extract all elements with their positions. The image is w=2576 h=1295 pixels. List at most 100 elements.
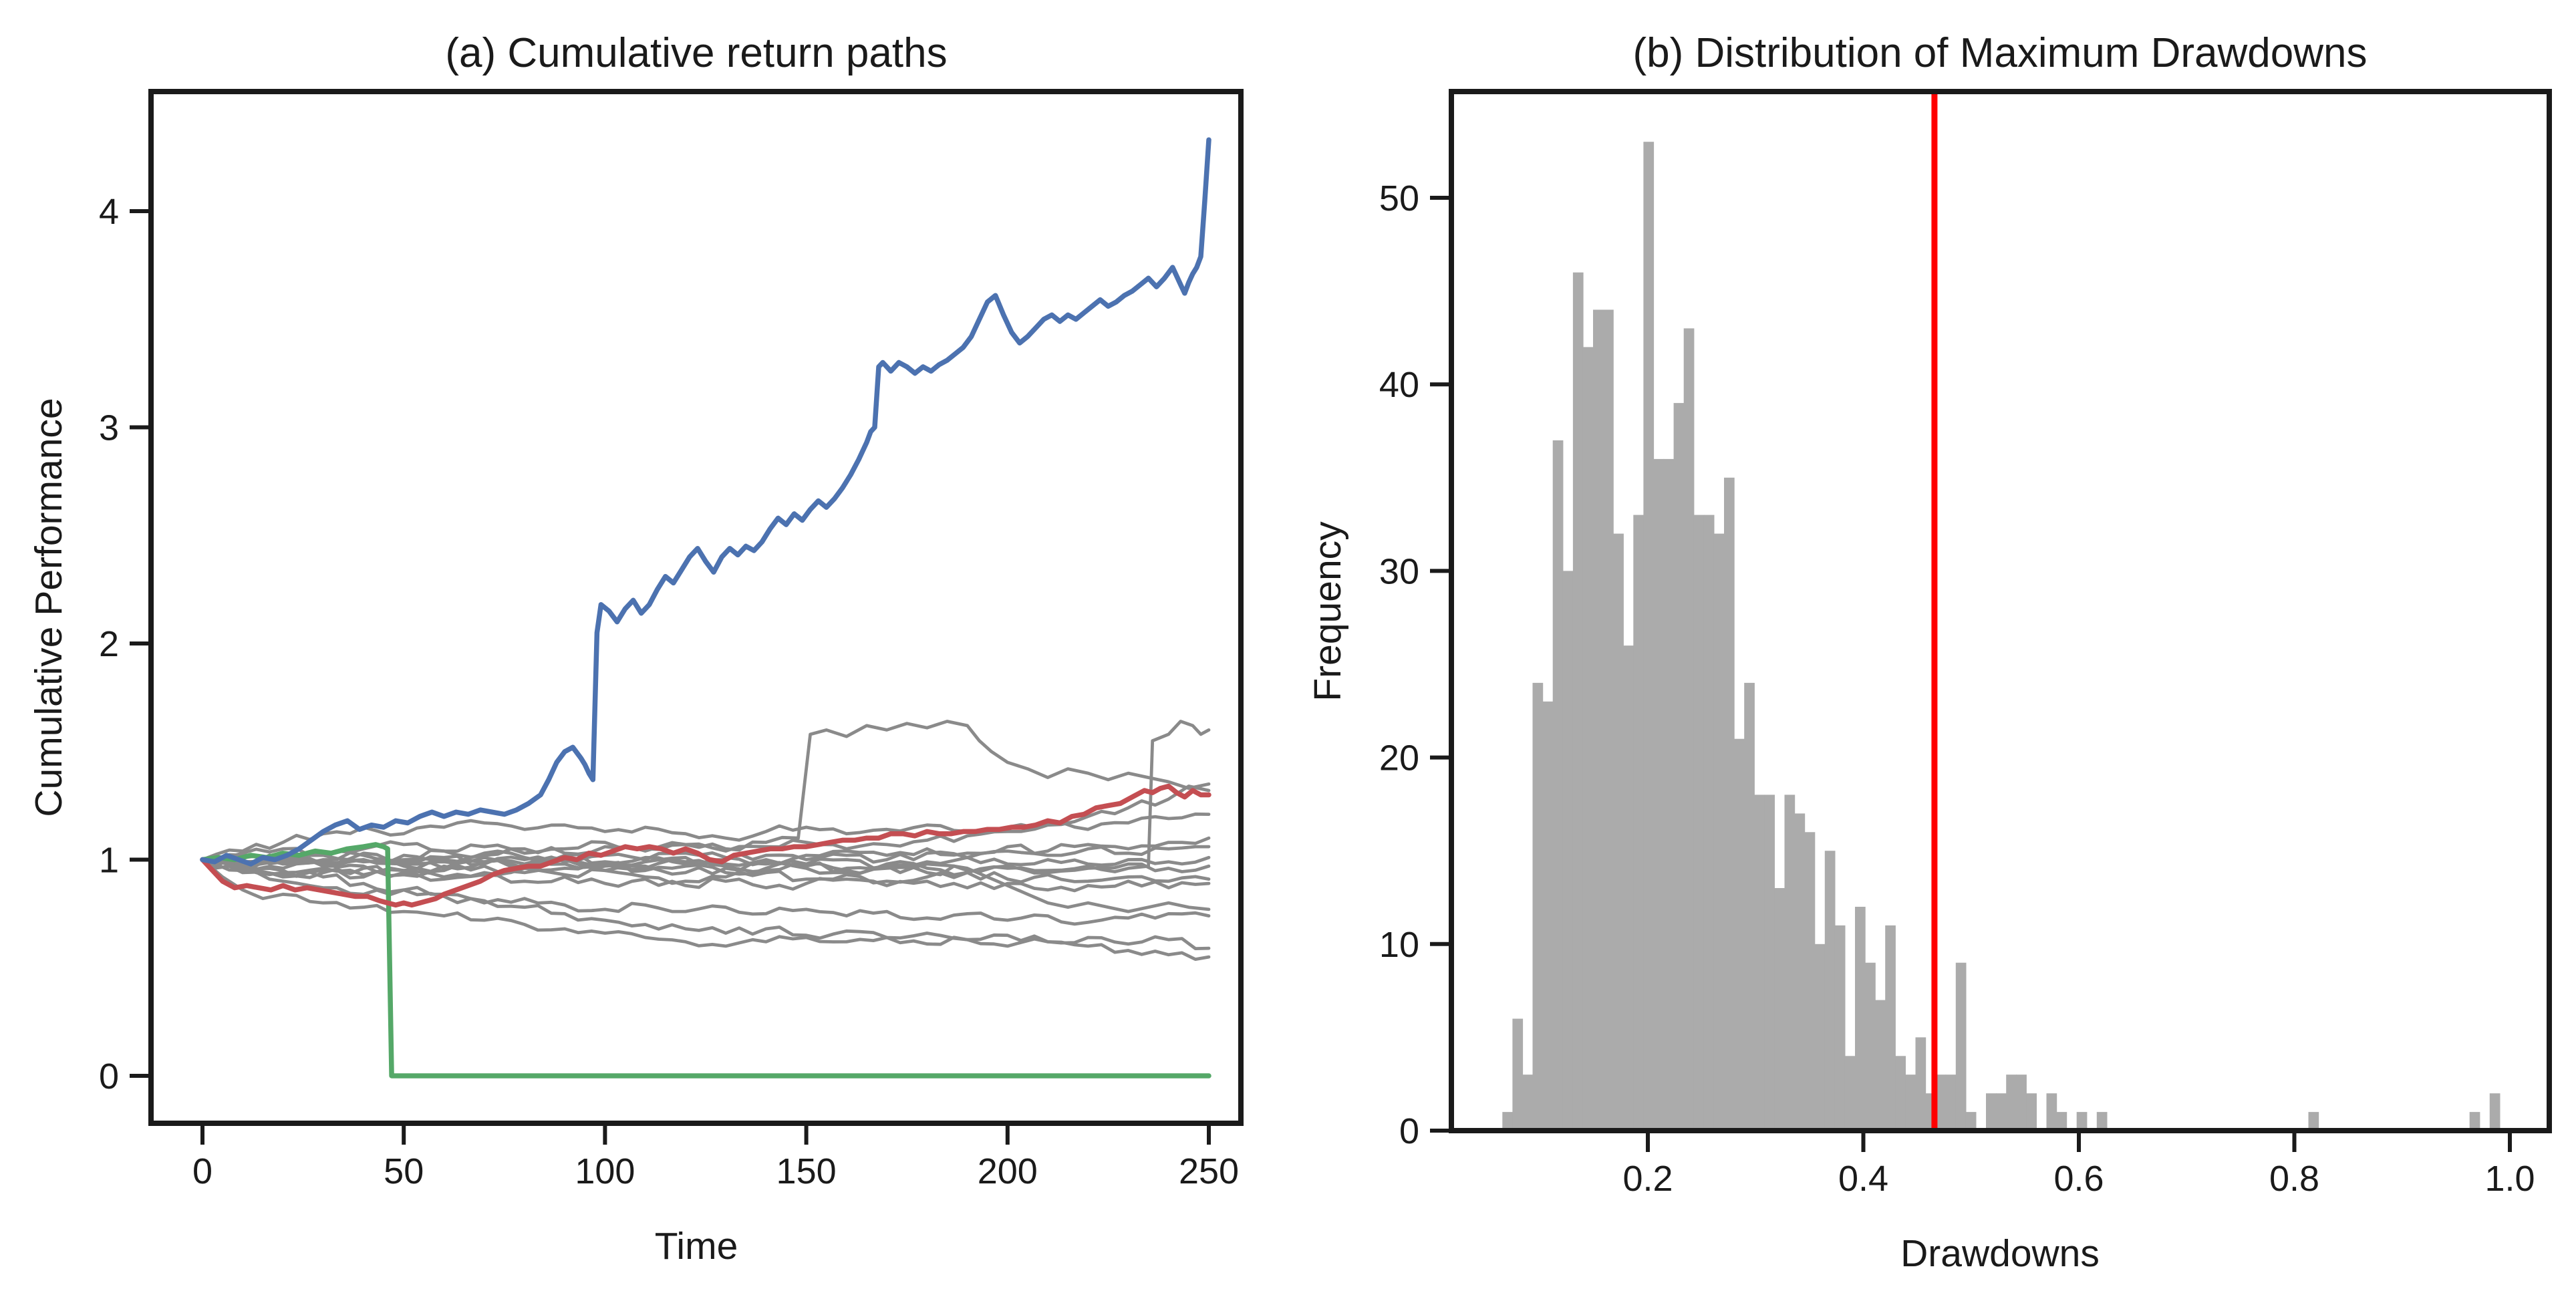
histogram-bar bbox=[1895, 1056, 1906, 1131]
histogram-bar bbox=[1744, 682, 1755, 1131]
histogram-bar bbox=[2096, 1112, 2108, 1131]
histogram-bar bbox=[1804, 832, 1816, 1131]
panel-a: 0 50 100 150 200 250 0 1 2 3 4 (a) Cumulative retu… bbox=[27, 30, 1244, 1268]
histogram-bar bbox=[2026, 1093, 2037, 1131]
x-tick-label: 250 bbox=[1179, 1151, 1239, 1191]
histogram-bar bbox=[2308, 1112, 2319, 1131]
panel-a-series bbox=[200, 137, 1211, 1078]
histogram-bar bbox=[1552, 440, 1564, 1131]
histogram-bar bbox=[1794, 813, 1806, 1131]
x-tick-label: 0.2 bbox=[1622, 1159, 1673, 1199]
x-tick-label: 0.8 bbox=[2269, 1159, 2319, 1199]
panel-b-frame bbox=[1449, 89, 2552, 1133]
x-tick-label: 150 bbox=[776, 1151, 837, 1191]
histogram-bar bbox=[1834, 925, 1846, 1131]
histogram-bar bbox=[1784, 795, 1796, 1131]
histogram-bar bbox=[1562, 571, 1574, 1131]
histogram-bar bbox=[1673, 403, 1685, 1131]
panel-a-frame bbox=[148, 89, 1244, 1126]
y-tick-label: 30 bbox=[1379, 551, 1419, 591]
histogram-bar bbox=[1724, 477, 1735, 1131]
histogram-bar bbox=[1814, 944, 1826, 1131]
histogram-bar bbox=[1875, 1000, 1886, 1131]
histogram-bar bbox=[1633, 515, 1644, 1131]
histogram-bar bbox=[1965, 1112, 1977, 1131]
histogram-bar bbox=[1613, 533, 1624, 1131]
histogram-bar bbox=[1996, 1093, 2007, 1131]
histogram-bar bbox=[1905, 1074, 1916, 1131]
histogram-bar bbox=[2489, 1093, 2500, 1131]
histogram-bar bbox=[1986, 1093, 1997, 1131]
y-tick-label: 4 bbox=[99, 192, 119, 232]
x-tick-label: 50 bbox=[384, 1151, 424, 1191]
panel-b-ticks: 0.2 0.4 0.6 0.8 1.0 0 10 20 30 40 50 bbox=[1379, 178, 2535, 1199]
histogram-bar bbox=[2046, 1093, 2057, 1131]
histogram-bar bbox=[2016, 1074, 2027, 1131]
panel-a-ticks: 0 50 100 150 200 250 0 1 2 3 4 bbox=[99, 192, 1239, 1191]
histogram-bar bbox=[1623, 645, 1634, 1131]
histogram-bar bbox=[1945, 1074, 1957, 1131]
histogram-bar bbox=[1683, 328, 1695, 1131]
histogram-bar bbox=[1855, 907, 1866, 1131]
histogram-bar bbox=[1663, 458, 1675, 1131]
histogram-bar bbox=[1512, 1018, 1524, 1131]
histogram-bar bbox=[2469, 1112, 2480, 1131]
histogram-bar bbox=[1593, 309, 1604, 1131]
panel-b-ylabel: Frequency bbox=[1306, 521, 1349, 702]
histogram-bar bbox=[1572, 272, 1584, 1131]
histogram-bar bbox=[1522, 1074, 1534, 1131]
histogram-bar bbox=[1603, 309, 1614, 1131]
y-tick-label: 1 bbox=[99, 841, 119, 881]
y-tick-label: 0 bbox=[1399, 1111, 1419, 1151]
series-gray-path-08 bbox=[200, 858, 1211, 876]
y-tick-label: 3 bbox=[99, 408, 119, 448]
histogram-bar bbox=[1582, 347, 1594, 1131]
series-gray-path-14 bbox=[200, 857, 1211, 961]
histogram-bar bbox=[1865, 962, 1876, 1131]
y-tick-label: 2 bbox=[99, 624, 119, 664]
series-blue-highlight-path bbox=[200, 137, 1211, 867]
histogram-bar bbox=[1935, 1074, 1947, 1131]
histogram-bar bbox=[1532, 682, 1544, 1131]
panel-a-xlabel: Time bbox=[655, 1225, 738, 1268]
series-gray-path-10 bbox=[200, 858, 1211, 893]
histogram-bar bbox=[1643, 142, 1655, 1131]
histogram-bar bbox=[1955, 962, 1967, 1131]
panel-a-ylabel: Cumulative Performance bbox=[27, 398, 70, 817]
series-red-highlight-path bbox=[200, 783, 1211, 908]
histogram-bar bbox=[1885, 925, 1896, 1131]
histogram-bar bbox=[1542, 701, 1554, 1131]
series-green-ruin-path bbox=[200, 842, 1211, 1078]
histogram-bar bbox=[2076, 1112, 2088, 1131]
y-tick-label: 0 bbox=[99, 1056, 119, 1097]
histogram-bar bbox=[2056, 1112, 2067, 1131]
panel-b-title: (b) Distribution of Maximum Drawdowns bbox=[1632, 30, 2367, 76]
y-tick-label: 20 bbox=[1379, 738, 1419, 778]
y-tick-label: 50 bbox=[1379, 178, 1419, 219]
x-tick-label: 100 bbox=[575, 1151, 635, 1191]
x-tick-label: 0 bbox=[192, 1151, 212, 1191]
histogram-bar bbox=[1703, 515, 1715, 1131]
histogram-bar bbox=[1713, 533, 1725, 1131]
x-tick-label: 200 bbox=[978, 1151, 1038, 1191]
panel-b-histogram bbox=[1502, 142, 2500, 1131]
histogram-bar bbox=[1844, 1056, 1856, 1131]
histogram-bar bbox=[1734, 738, 1745, 1131]
panel-b-xlabel: Drawdowns bbox=[1900, 1232, 2100, 1275]
panel-b: 0.2 0.4 0.6 0.8 1.0 0 10 20 30 40 50 (b) Distribut… bbox=[1306, 30, 2552, 1275]
y-tick-label: 40 bbox=[1379, 365, 1419, 405]
panel-a-title: (a) Cumulative return paths bbox=[445, 30, 947, 76]
histogram-bar bbox=[2006, 1074, 2017, 1131]
histogram-bar bbox=[1754, 795, 1765, 1131]
histogram-bar bbox=[1774, 888, 1785, 1131]
histogram-bar bbox=[1693, 515, 1705, 1131]
histogram-bar bbox=[1502, 1112, 1513, 1131]
histogram-bar bbox=[1915, 1037, 1926, 1131]
histogram-bar bbox=[1764, 795, 1775, 1131]
y-tick-label: 10 bbox=[1379, 925, 1419, 965]
series-gray-path-01 bbox=[200, 720, 1211, 867]
series-gray-path-11 bbox=[200, 858, 1211, 913]
x-tick-label: 0.4 bbox=[1838, 1159, 1888, 1199]
